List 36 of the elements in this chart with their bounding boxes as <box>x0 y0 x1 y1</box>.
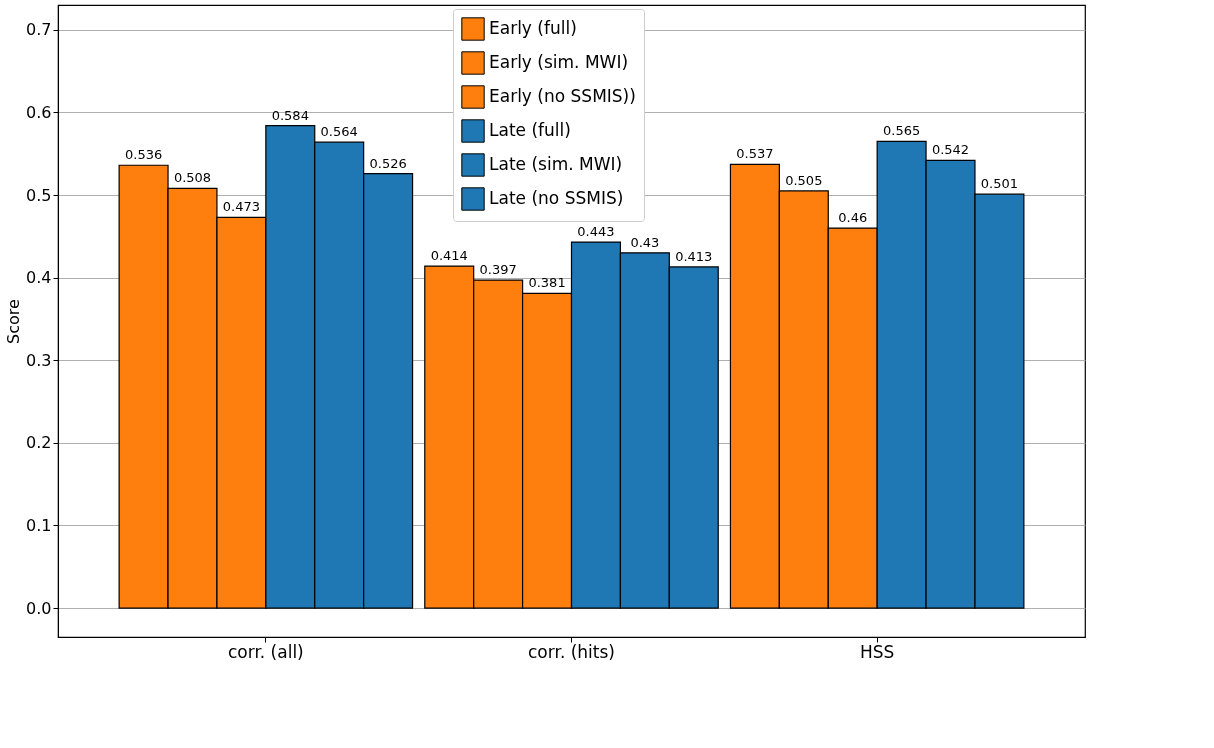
data-label: 0.508 <box>173 170 212 186</box>
x-tick-label: corr. (all) <box>227 641 304 662</box>
legend-label: Late (sim. MWI) <box>489 154 623 174</box>
data-label: 0.564 <box>320 124 358 140</box>
y-tick-label: 0.0 <box>26 598 52 618</box>
legend-label: Late (full) <box>489 120 571 140</box>
data-label: 0.414 <box>430 248 468 264</box>
legend-label: Early (no SSMIS)) <box>489 86 636 106</box>
data-label: 0.542 <box>931 142 970 158</box>
data-label: 0.473 <box>222 199 260 215</box>
data-label: 0.584 <box>271 107 309 123</box>
y-tick-label: 0.3 <box>26 350 52 370</box>
data-label: 0.46 <box>838 210 868 226</box>
data-label: 0.413 <box>675 248 713 264</box>
y-tick-label: 0.4 <box>26 268 52 288</box>
y-tick-label: 0.6 <box>26 102 52 122</box>
data-label: 0.381 <box>528 275 566 291</box>
y-tick-label: 0.5 <box>26 185 52 205</box>
data-label: 0.443 <box>577 224 615 240</box>
y-tick-label: 0.1 <box>26 515 52 535</box>
data-label: 0.505 <box>785 172 823 188</box>
x-tick-label: HSS <box>859 641 895 662</box>
y-tick-label: 0.2 <box>26 433 52 453</box>
data-label: 0.537 <box>736 146 774 162</box>
x-tick-label: corr. (hits) <box>528 641 615 662</box>
data-label: 0.501 <box>980 176 1019 192</box>
legend-label: Early (sim. MWI) <box>489 52 629 72</box>
legend-label: Early (full) <box>489 18 577 38</box>
data-label: 0.43 <box>630 234 660 250</box>
y-tick-label: 0.7 <box>26 20 52 40</box>
y-axis-title: Score <box>4 299 24 344</box>
data-label: 0.536 <box>124 147 163 163</box>
data-label: 0.397 <box>479 262 517 278</box>
data-label: 0.526 <box>369 155 407 171</box>
data-label: 0.565 <box>883 123 921 139</box>
legend-label: Late (no SSMIS) <box>489 188 624 208</box>
